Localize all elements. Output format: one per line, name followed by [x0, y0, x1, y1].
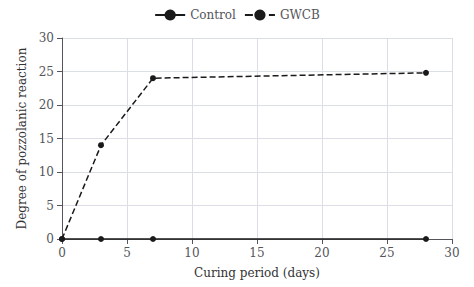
svg-text:Control: Control — [190, 8, 236, 22]
svg-text:25: 25 — [379, 246, 394, 260]
svg-text:Degree of pozzolanic reaction: Degree of pozzolanic reaction — [15, 47, 29, 229]
svg-text:5: 5 — [46, 199, 54, 213]
svg-text:20: 20 — [314, 246, 329, 260]
svg-text:GWCB: GWCB — [280, 8, 320, 22]
svg-text:10: 10 — [39, 165, 54, 179]
svg-text:20: 20 — [39, 98, 54, 112]
svg-text:0: 0 — [58, 246, 66, 260]
svg-text:15: 15 — [39, 132, 54, 146]
svg-text:15: 15 — [249, 246, 264, 260]
svg-text:10: 10 — [184, 246, 199, 260]
svg-text:0: 0 — [46, 232, 54, 246]
svg-text:Curing period (days): Curing period (days) — [194, 266, 320, 280]
svg-text:25: 25 — [39, 65, 54, 79]
svg-text:30: 30 — [39, 31, 54, 45]
svg-text:5: 5 — [123, 246, 131, 260]
svg-text:30: 30 — [444, 246, 459, 260]
